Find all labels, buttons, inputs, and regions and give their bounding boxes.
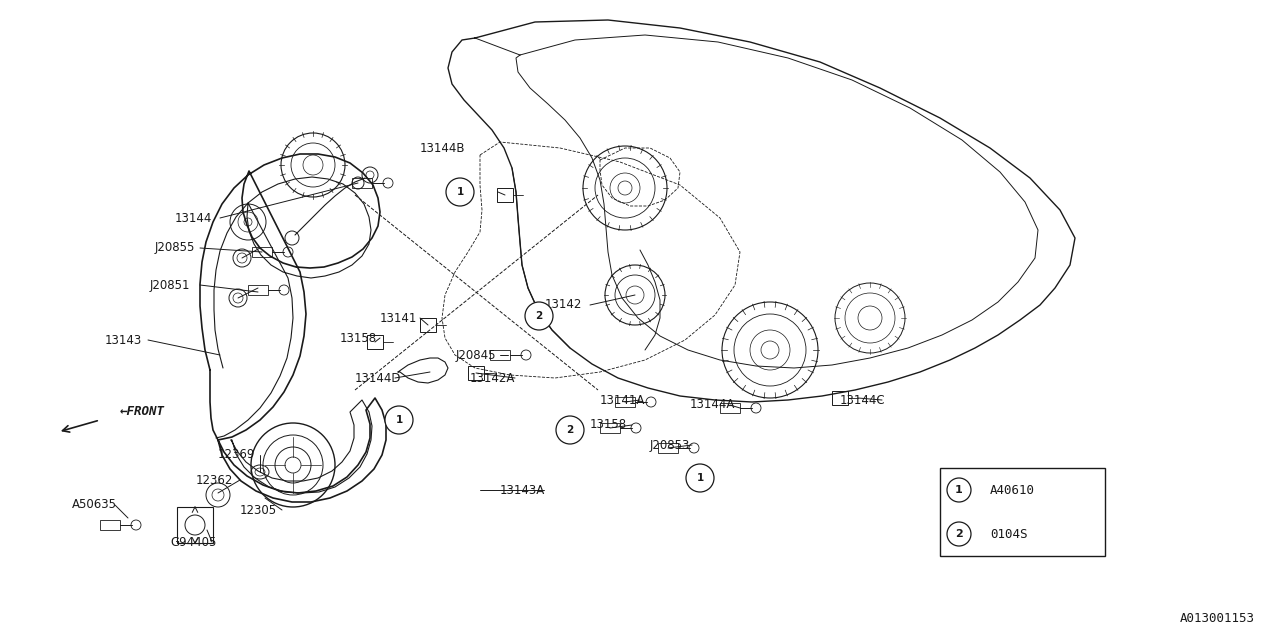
Text: 1: 1 (457, 187, 463, 197)
Text: G94405: G94405 (170, 536, 216, 548)
Circle shape (556, 416, 584, 444)
Text: 13144A: 13144A (690, 399, 736, 412)
Text: 12369: 12369 (218, 449, 256, 461)
Text: 13144: 13144 (175, 211, 212, 225)
Bar (252, 247, 273, 257)
Text: ←FRONT: ←FRONT (120, 405, 165, 418)
Bar (367, 335, 383, 349)
Bar (420, 318, 436, 332)
Bar (490, 350, 509, 360)
Text: 13144D: 13144D (355, 371, 402, 385)
Bar (468, 366, 484, 380)
Text: A013001153: A013001153 (1180, 612, 1254, 625)
Circle shape (445, 178, 474, 206)
Text: J20845: J20845 (456, 349, 497, 362)
Text: 13142: 13142 (545, 298, 582, 312)
Bar (352, 178, 372, 188)
Circle shape (686, 464, 714, 492)
Bar (614, 397, 635, 407)
Text: A50635: A50635 (72, 499, 116, 511)
Text: 13141A: 13141A (600, 394, 645, 406)
Text: 13143: 13143 (105, 333, 142, 346)
Text: 12305: 12305 (241, 504, 278, 516)
Text: 13158: 13158 (340, 332, 378, 344)
Text: 2: 2 (955, 529, 963, 539)
Bar (719, 403, 740, 413)
Bar (832, 391, 849, 405)
Circle shape (525, 302, 553, 330)
Circle shape (385, 406, 413, 434)
Bar (497, 188, 513, 202)
Bar (100, 520, 120, 530)
Text: J20853: J20853 (650, 438, 690, 451)
Circle shape (947, 478, 972, 502)
Text: 0104S: 0104S (989, 527, 1028, 541)
Text: A40610: A40610 (989, 483, 1036, 497)
Text: 13142A: 13142A (470, 371, 516, 385)
Text: 1: 1 (696, 473, 704, 483)
Text: 1: 1 (396, 415, 403, 425)
Bar (658, 443, 678, 453)
Bar (177, 507, 212, 543)
Text: J20851: J20851 (150, 278, 191, 291)
Text: J20855: J20855 (155, 241, 196, 255)
Bar (248, 285, 268, 295)
Circle shape (947, 522, 972, 546)
Text: 2: 2 (535, 311, 543, 321)
Text: 1: 1 (955, 485, 963, 495)
Text: 13158: 13158 (590, 419, 627, 431)
Text: 12362: 12362 (196, 474, 233, 486)
Text: 2: 2 (566, 425, 573, 435)
Text: 13143A: 13143A (500, 483, 545, 497)
Bar (600, 423, 620, 433)
Text: 13144C: 13144C (840, 394, 886, 406)
Bar (940, 468, 1105, 556)
Text: 13141: 13141 (380, 312, 417, 324)
Text: 13144B: 13144B (420, 141, 466, 154)
